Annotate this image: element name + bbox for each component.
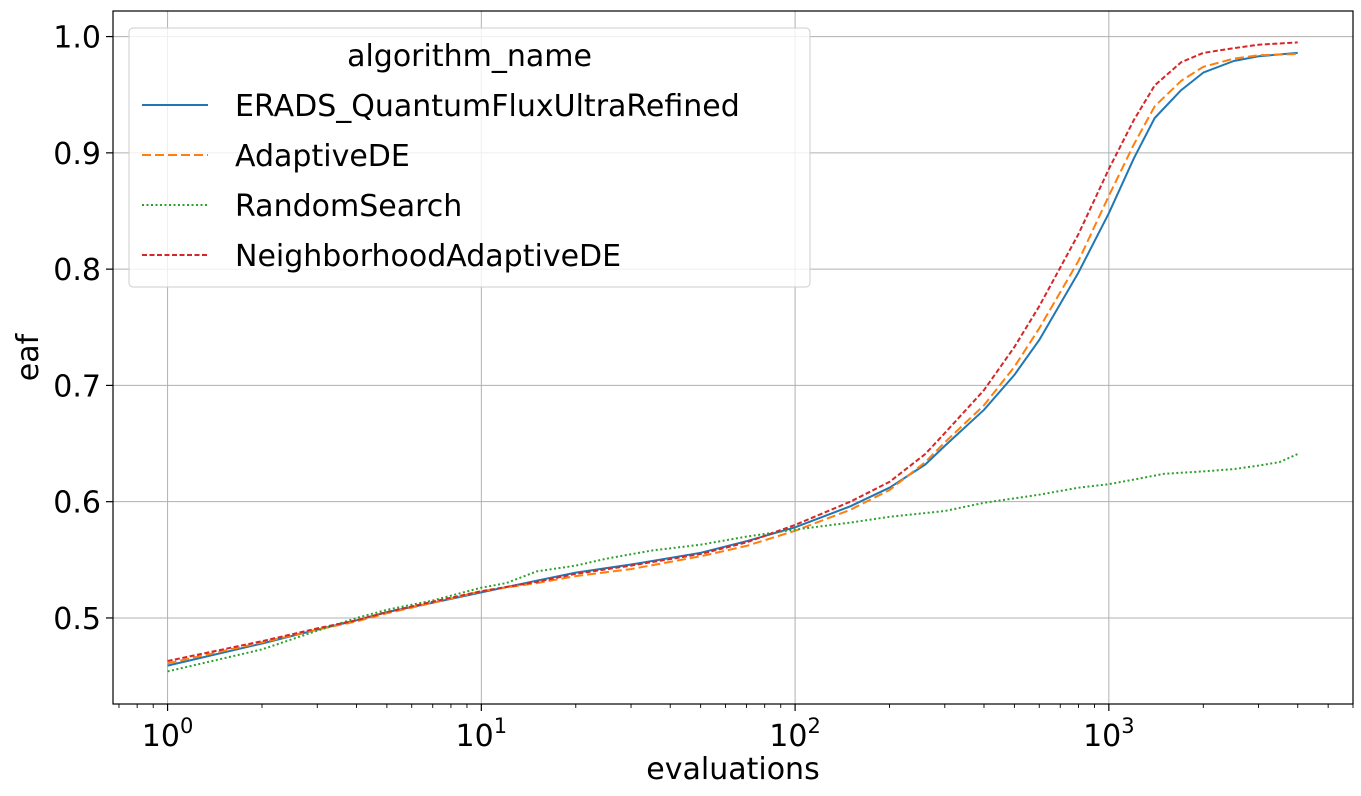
legend-title: algorithm_name (347, 39, 592, 74)
x-axis-ticks: 100 101 102 103 (118, 704, 1354, 754)
x-tick-label: 102 (769, 714, 821, 754)
x-tick-label: 103 (1083, 714, 1135, 754)
legend-label: RandomSearch (235, 189, 462, 224)
series-line (167, 41, 1298, 662)
y-tick-label: 0.8 (53, 253, 101, 288)
legend-entries: ERADS_QuantumFluxUltraRefined AdaptiveDE R… (142, 89, 740, 274)
plot-frame (112, 10, 1354, 705)
legend-box (128, 27, 811, 288)
legend: algorithm_name ERADS_QuantumFluxUltraRef… (128, 27, 811, 288)
y-tick-label: 0.7 (53, 369, 101, 404)
y-axis-label: eaf (11, 332, 46, 381)
legend-label: NeighborhoodAdaptiveDE (235, 239, 621, 274)
series-line (167, 453, 1299, 673)
y-tick-label: 1.0 (53, 21, 101, 56)
legend-label: AdaptiveDE (235, 139, 410, 174)
y-tick-label: 0.6 (53, 486, 101, 521)
y-axis-ticks: 0.5 0.6 0.7 0.8 0.9 1.0 (53, 21, 113, 637)
legend-label: ERADS_QuantumFluxUltraRefined (235, 89, 740, 124)
x-axis-label: evaluations (646, 752, 819, 787)
series-lines (167, 41, 1299, 673)
y-tick-label: 0.5 (53, 602, 101, 637)
x-tick-label: 100 (142, 714, 194, 754)
y-tick-label: 0.9 (53, 137, 101, 172)
series-line (167, 53, 1298, 665)
x-tick-label: 101 (456, 714, 508, 754)
